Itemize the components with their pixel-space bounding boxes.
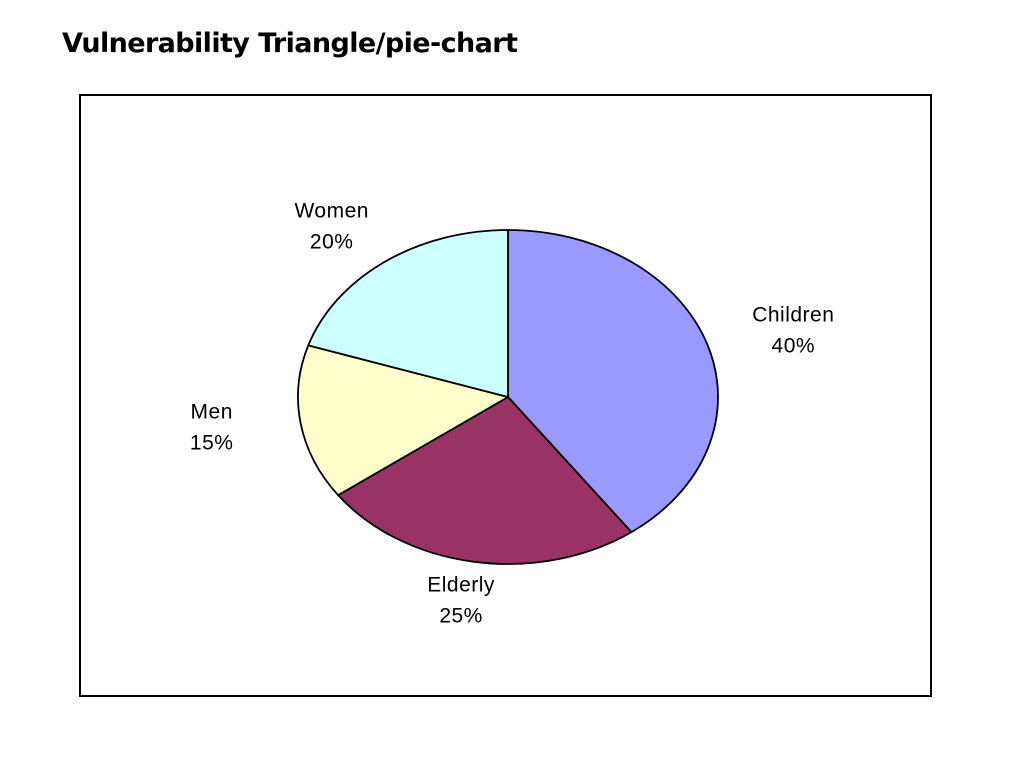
pie-label-name: Men xyxy=(191,401,233,424)
pie-slice-women xyxy=(307,229,509,398)
pie-slice-children xyxy=(507,229,719,534)
chart-frame: Children 40% Elderly 25% Men 15% Women 20% xyxy=(79,94,932,697)
pie-label-men: Men 15% xyxy=(190,401,234,455)
pie-label-percent: 15% xyxy=(190,432,234,455)
pie-slice-elderly xyxy=(337,396,633,565)
pie-slice-men xyxy=(297,344,509,497)
pie-label-name: Elderly xyxy=(427,573,495,596)
pie-label-percent: 20% xyxy=(310,231,354,254)
pie-label-percent: 40% xyxy=(772,335,816,358)
pie-label-children: Children 40% xyxy=(752,304,834,358)
pie-label-name: Children xyxy=(752,304,834,327)
pie-label-women: Women 20% xyxy=(294,200,368,254)
pie-label-elderly: Elderly 25% xyxy=(427,573,495,627)
slide-title: Vulnerability Triangle/pie-chart xyxy=(62,28,518,59)
pie-label-percent: 25% xyxy=(439,604,483,627)
pie-labels: Children 40% Elderly 25% Men 15% Women 20% xyxy=(190,200,834,628)
pie-slices xyxy=(297,229,719,565)
pie-chart: Children 40% Elderly 25% Men 15% Women 20% xyxy=(190,200,834,628)
pie-label-name: Women xyxy=(294,200,368,223)
